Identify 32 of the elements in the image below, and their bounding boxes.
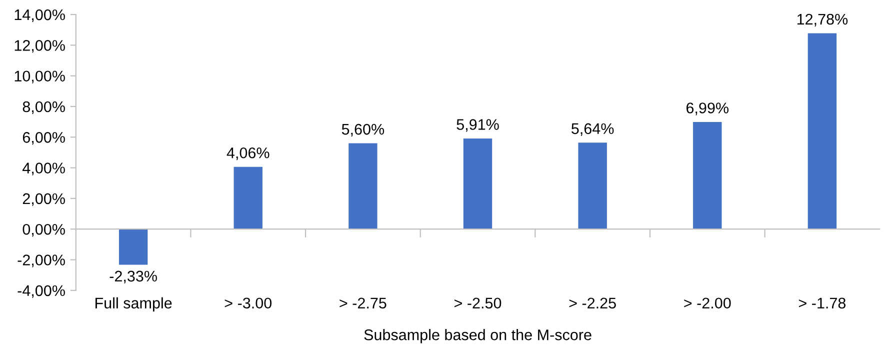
x-tick-label: > -2.00 bbox=[684, 298, 731, 309]
data-label: 6,99% bbox=[686, 102, 728, 116]
y-tick-label: 10,00% bbox=[14, 70, 65, 84]
bar bbox=[348, 143, 378, 230]
y-tick-label: 0,00% bbox=[22, 224, 65, 237]
data-label: 12,78% bbox=[797, 14, 848, 26]
y-tick-label: -2,00% bbox=[18, 254, 65, 268]
y-tick-label: 2,00% bbox=[22, 193, 65, 206]
x-tick-label: Full sample bbox=[96, 297, 172, 312]
y-tick-label: -4,00% bbox=[18, 285, 65, 298]
bar bbox=[808, 33, 837, 230]
bar bbox=[578, 142, 607, 230]
y-tick-label: 4,00% bbox=[22, 162, 65, 176]
data-label: 5,91% bbox=[456, 119, 499, 132]
x-tick-label: > -3.00 bbox=[224, 298, 272, 309]
y-tick-label: 6,00% bbox=[22, 132, 65, 145]
x-tick-label: > -2.25 bbox=[569, 298, 616, 309]
data-label: 5,60% bbox=[342, 124, 384, 136]
y-tick-label: 14,00% bbox=[14, 9, 65, 22]
bar bbox=[118, 229, 148, 265]
x-tick-label: > -2.50 bbox=[454, 298, 502, 309]
x-axis-title: Subsample based on the M-score bbox=[364, 329, 592, 344]
bar bbox=[693, 122, 722, 230]
data-label: 4,06% bbox=[226, 147, 270, 160]
y-tick-label: 12,00% bbox=[14, 40, 65, 53]
data-label: 5,64% bbox=[572, 123, 614, 136]
y-tick-label: 8,00% bbox=[22, 101, 65, 114]
x-tick-label: > -2.75 bbox=[340, 298, 386, 309]
bar bbox=[234, 166, 262, 230]
data-label: -2,33% bbox=[110, 270, 157, 284]
x-tick-label: > -1.78 bbox=[798, 298, 846, 309]
bar bbox=[463, 138, 492, 230]
